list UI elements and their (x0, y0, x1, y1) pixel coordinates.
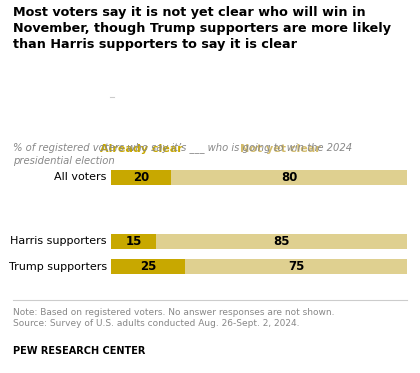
Text: Most voters say it is not yet clear who will win in
November, though Trump suppo: Most voters say it is not yet clear who … (13, 6, 391, 51)
Text: 25: 25 (140, 260, 157, 273)
Text: Harris supporters: Harris supporters (10, 236, 107, 246)
Bar (111, 233, 156, 249)
Text: % of registered voters who say it’s ___ who is going to win the 2024
presidentia: % of registered voters who say it’s ___ … (13, 142, 352, 166)
Bar (111, 259, 185, 275)
Text: Trump supporters: Trump supporters (9, 262, 107, 272)
Text: PEW RESEARCH CENTER: PEW RESEARCH CENTER (13, 346, 145, 356)
Text: Note: Based on registered voters. No answer responses are not shown.
Source: Sur: Note: Based on registered voters. No ans… (13, 308, 334, 328)
Text: Already clear: Already clear (100, 144, 182, 154)
Text: 80: 80 (281, 171, 297, 184)
Text: 75: 75 (288, 260, 304, 273)
Bar (171, 170, 407, 185)
Text: Not yet clear: Not yet clear (240, 144, 320, 154)
Text: 15: 15 (125, 235, 142, 248)
Text: 85: 85 (273, 235, 290, 248)
Text: 20: 20 (133, 171, 149, 184)
Bar (185, 259, 407, 275)
Bar (111, 170, 171, 185)
Text: All voters: All voters (55, 172, 107, 182)
Bar (156, 233, 407, 249)
